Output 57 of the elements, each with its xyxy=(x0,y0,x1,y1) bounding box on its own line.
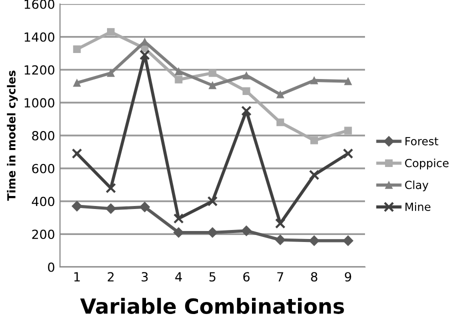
point xyxy=(308,170,320,180)
point xyxy=(173,213,184,224)
x-axis-title: Variable Combinations xyxy=(80,298,344,314)
point xyxy=(275,218,286,229)
point xyxy=(106,203,116,214)
point xyxy=(242,87,250,95)
point xyxy=(107,28,115,36)
y-tick-label: 200 xyxy=(32,230,54,240)
point xyxy=(207,227,218,238)
point xyxy=(208,82,216,90)
point xyxy=(275,234,286,246)
point xyxy=(276,118,284,126)
point xyxy=(344,77,352,86)
x-tick-label: 2 xyxy=(108,272,114,282)
point xyxy=(107,69,115,77)
y-tick-label: 1000 xyxy=(24,98,54,108)
x-tick-label: 3 xyxy=(142,272,148,282)
point xyxy=(344,126,352,134)
y-tick-label: 1200 xyxy=(24,65,54,75)
x-tick-label: 6 xyxy=(243,272,250,282)
point xyxy=(173,227,184,238)
point xyxy=(276,90,284,98)
point xyxy=(241,106,252,116)
point xyxy=(106,182,116,194)
point xyxy=(310,76,318,84)
y-tick-label: 800 xyxy=(32,130,54,140)
x-tick-label: 5 xyxy=(209,272,216,282)
point xyxy=(241,226,252,236)
point xyxy=(174,76,182,84)
point xyxy=(207,196,218,206)
y-tick-label: 0 xyxy=(48,262,54,272)
legend-label: Forest xyxy=(406,137,438,146)
x-tick-label: 9 xyxy=(344,272,352,282)
point xyxy=(208,69,216,77)
point xyxy=(242,72,250,80)
point xyxy=(310,136,318,144)
legend-label: Clay xyxy=(405,180,428,192)
point xyxy=(139,202,150,212)
point xyxy=(140,50,150,60)
point xyxy=(72,148,82,159)
point xyxy=(73,79,81,87)
point xyxy=(308,235,320,246)
x-tick-label: 8 xyxy=(311,272,318,282)
y-tick-label: 600 xyxy=(32,164,54,174)
x-tick-label: 4 xyxy=(175,272,182,282)
point xyxy=(72,200,82,212)
x-tick-label: 7 xyxy=(277,272,284,282)
point xyxy=(73,45,81,54)
y-tick-label: 1400 xyxy=(24,32,54,42)
point xyxy=(174,68,182,76)
legend-label: Mine xyxy=(406,202,430,211)
point xyxy=(342,148,354,159)
legend-label: Coppice xyxy=(405,158,449,170)
x-tick-label: 1 xyxy=(74,272,80,282)
point xyxy=(342,235,354,246)
y-tick-label: 400 xyxy=(32,196,54,206)
y-axis-title: Time in model cycles xyxy=(6,70,18,201)
